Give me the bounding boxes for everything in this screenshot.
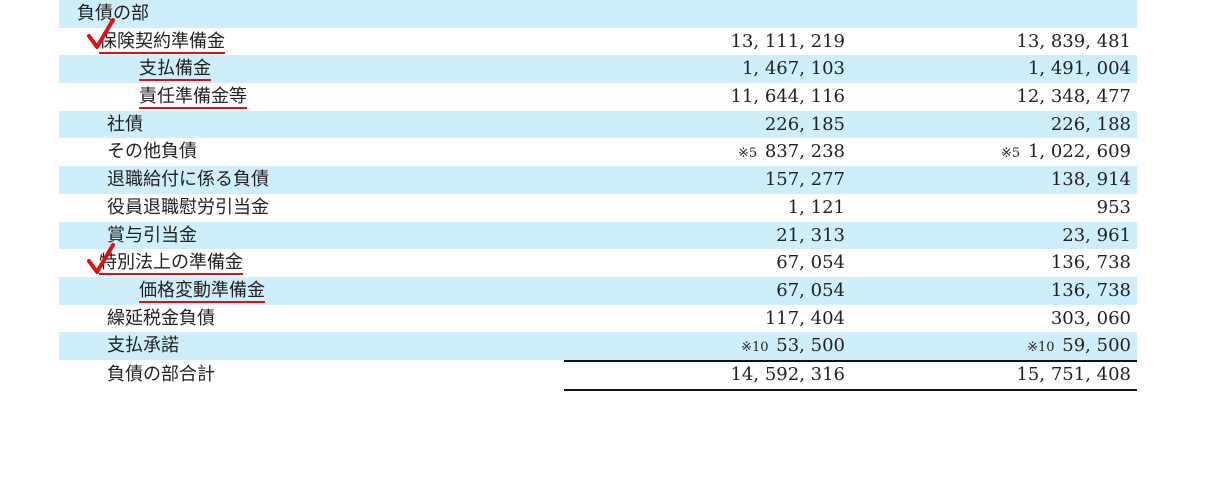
note-marker: ※5 bbox=[737, 146, 758, 162]
table-row: 社債 226, 185 226, 188 bbox=[59, 110, 1137, 139]
row-label: 役員退職慰労引当金 bbox=[107, 196, 269, 218]
note-marker: ※5 bbox=[1001, 146, 1021, 162]
row-label: 退職給付に係る負債 bbox=[107, 169, 269, 191]
liabilities-table: 負債の部 保険契約準備金 13, 111, 219 13, 839, 481 支… bbox=[59, 0, 1137, 391]
row-label: 社債 bbox=[107, 113, 143, 135]
total-row: 負債の部合計 14, 592, 316 15, 751, 408 bbox=[59, 359, 1137, 391]
value-prior: 67, 054 bbox=[776, 252, 845, 274]
total-bottom-rule bbox=[564, 388, 1137, 391]
value-prior: 1, 467, 103 bbox=[741, 58, 845, 80]
table-row: 保険契約準備金 13, 111, 219 13, 839, 481 bbox=[59, 28, 1137, 56]
row-label: 特別法上の準備金 bbox=[99, 252, 243, 276]
value-current: 226, 188 bbox=[1050, 113, 1131, 135]
value-current: 136, 738 bbox=[1050, 279, 1131, 301]
value-current: 23, 961 bbox=[1062, 224, 1131, 246]
table-row: 特別法上の準備金 67, 054 136, 738 bbox=[59, 249, 1137, 277]
row-label: 保険契約準備金 bbox=[99, 30, 225, 54]
note-marker: ※10 bbox=[741, 340, 769, 356]
value-prior: ※10 53, 500 bbox=[741, 335, 845, 357]
table-row: 支払承諾 ※10 53, 500 ※10 59, 500 bbox=[59, 332, 1137, 360]
row-label: 価格変動準備金 bbox=[139, 279, 265, 303]
value-current: 12, 348, 477 bbox=[1016, 86, 1131, 108]
value-prior: ※5 837, 238 bbox=[737, 141, 845, 163]
value-current: 136, 738 bbox=[1050, 252, 1131, 274]
table-row: 支払備金 1, 467, 103 1, 491, 004 bbox=[59, 55, 1137, 84]
total-label: 負債の部合計 bbox=[107, 363, 215, 385]
value-current: ※5 1, 022, 609 bbox=[1001, 141, 1131, 163]
check-mark-icon bbox=[86, 18, 115, 49]
section-title: 負債の部 bbox=[77, 3, 149, 24]
value-prior: 157, 277 bbox=[764, 169, 845, 191]
value-current: 13, 839, 481 bbox=[1016, 30, 1131, 52]
table-row: その他負債 ※5 837, 238 ※5 1, 022, 609 bbox=[59, 138, 1137, 166]
value-prior: 21, 313 bbox=[776, 224, 845, 246]
table-row: 賞与引当金 21, 313 23, 961 bbox=[59, 221, 1137, 250]
check-mark-icon bbox=[86, 243, 115, 274]
table-row: 繰延税金負債 117, 404 303, 060 bbox=[59, 305, 1137, 333]
row-label: 支払備金 bbox=[139, 58, 211, 82]
value-current: 953 bbox=[1096, 196, 1131, 218]
table-row: 役員退職慰労引当金 1, 121 953 bbox=[59, 194, 1137, 222]
row-label: その他負債 bbox=[107, 141, 197, 163]
value-current: 303, 060 bbox=[1050, 307, 1131, 329]
row-label: 責任準備金等 bbox=[139, 86, 247, 110]
value-prior: 13, 111, 219 bbox=[730, 30, 845, 52]
value-current: 1, 491, 004 bbox=[1027, 58, 1131, 80]
total-top-rule bbox=[564, 359, 1137, 362]
value-current: 138, 914 bbox=[1050, 169, 1131, 191]
value-prior: 117, 404 bbox=[764, 307, 845, 329]
row-label: 支払承諾 bbox=[107, 335, 179, 357]
total-value-current: 15, 751, 408 bbox=[1016, 363, 1131, 385]
value-prior: 67, 054 bbox=[776, 279, 845, 301]
table-row: 価格変動準備金 67, 054 136, 738 bbox=[59, 276, 1137, 305]
note-marker: ※10 bbox=[1027, 340, 1055, 356]
value-prior: 11, 644, 116 bbox=[730, 86, 845, 108]
value-prior: 1, 121 bbox=[787, 196, 845, 218]
row-label: 繰延税金負債 bbox=[107, 307, 215, 329]
value-current: ※10 59, 500 bbox=[1027, 335, 1131, 357]
value-prior: 226, 185 bbox=[764, 113, 845, 135]
row-label: 賞与引当金 bbox=[107, 224, 197, 246]
table-row: 退職給付に係る負債 157, 277 138, 914 bbox=[59, 166, 1137, 194]
table-row: 責任準備金等 11, 644, 116 12, 348, 477 bbox=[59, 83, 1137, 111]
total-value-prior: 14, 592, 316 bbox=[730, 363, 845, 385]
section-header-row: 負債の部 bbox=[59, 0, 1137, 28]
